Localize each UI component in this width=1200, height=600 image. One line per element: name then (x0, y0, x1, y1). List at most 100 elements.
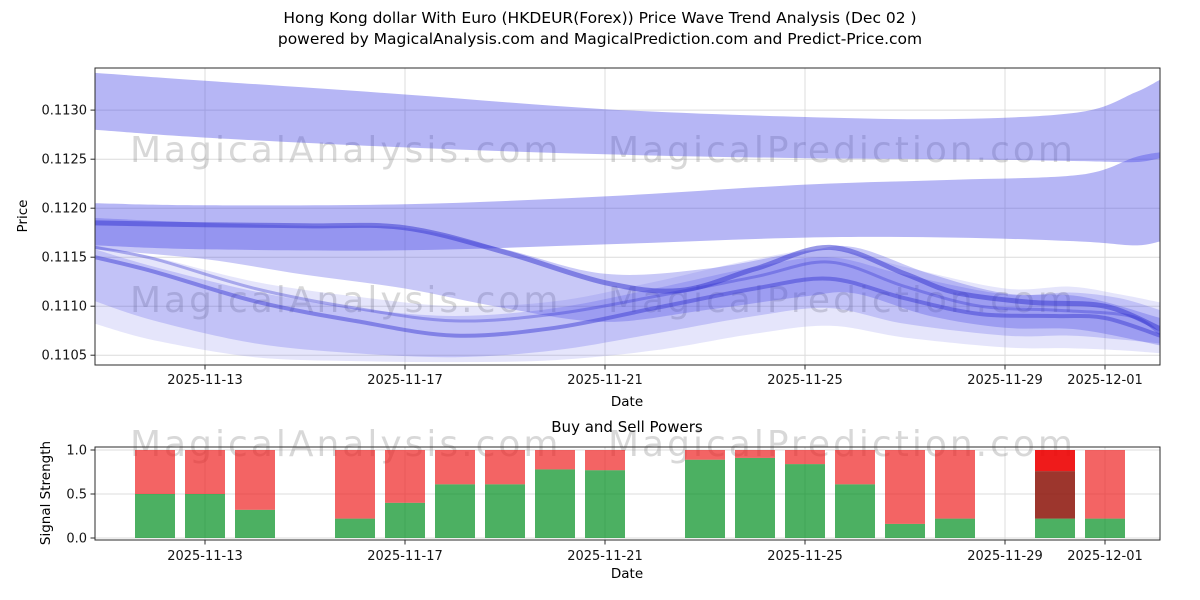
sell-segment (335, 450, 375, 519)
buy-segment (485, 484, 525, 538)
x-tick-label: 2025-11-17 (367, 373, 443, 388)
y-tick-label: 0.1130 (42, 104, 88, 119)
x-tick-label: 2025-11-21 (567, 373, 643, 388)
figure-subtitle: powered by MagicalAnalysis.com and Magic… (278, 30, 922, 48)
sell-segment (185, 450, 225, 494)
power-bars (135, 450, 1125, 538)
core-trend-lower (95, 255, 1160, 338)
buy-segment (585, 470, 625, 538)
buy-segment (935, 518, 975, 538)
price-plot-border (94, 67, 1161, 366)
bar-2025-11-23 (685, 450, 725, 538)
price-wave-bands (95, 72, 1160, 363)
buy-segment (885, 523, 925, 538)
watermark-text: MagicalAnalysis.com (130, 130, 561, 171)
buy-segment (1035, 518, 1075, 538)
sell-segment (935, 450, 975, 519)
y-tick-label: 1.0 (66, 444, 87, 459)
bar-2025-11-12 (135, 450, 175, 538)
power-axis: 2025-11-13 2025-11-17 2025-11-21 2025-11-25… (66, 444, 1142, 565)
sell-segment (1085, 450, 1125, 519)
sell-segment (585, 450, 625, 471)
sell-segment (385, 450, 425, 503)
bar-2025-11-25 (785, 450, 825, 538)
x-tick-label: 2025-11-17 (367, 549, 443, 564)
y-tick-label: 0.1125 (42, 153, 88, 168)
x-tick-label: 2025-11-29 (967, 373, 1043, 388)
sell-segment (235, 450, 275, 510)
buy-segment (835, 484, 875, 538)
y-tick-label: 0.0 (66, 532, 87, 547)
bar-2025-11-21 (585, 450, 625, 538)
lower-wave-band-core (95, 218, 1160, 346)
watermark-text: MagicalAnalysis.com (130, 280, 561, 321)
buy-segment (735, 457, 775, 538)
price-chart: MagicalAnalysis.com MagicalPrediction.com… (15, 67, 1161, 410)
sell-segment (785, 450, 825, 465)
price-yaxis-label: Price (15, 200, 31, 233)
sell-segment (885, 450, 925, 524)
buy-segment (385, 502, 425, 538)
bar-2025-11-20 (535, 450, 575, 538)
buy-segment (785, 464, 825, 538)
price-trend-lines (95, 220, 1160, 338)
sell-segment (485, 450, 525, 485)
power-xaxis-label: Date (611, 566, 643, 582)
bar-2025-12-01 (1085, 450, 1125, 538)
buy-segment (335, 518, 375, 538)
figure-title: Hong Kong dollar With Euro (HKDEUR(Forex… (283, 9, 916, 27)
bar-2025-11-30 (1035, 450, 1075, 538)
y-tick-label: 0.5 (66, 488, 87, 503)
power-yaxis-label: Signal Strength (38, 441, 54, 545)
x-tick-label: 2025-11-25 (767, 373, 843, 388)
sell-segment (735, 450, 775, 458)
buy-segment (235, 509, 275, 538)
buy-segment (1085, 518, 1125, 538)
buy-segment (685, 459, 725, 538)
sell-segment (535, 450, 575, 470)
bar-2025-11-17 (385, 450, 425, 538)
price-xaxis-label: Date (611, 394, 643, 410)
dark-segment (1035, 471, 1075, 519)
buy-segment (535, 469, 575, 538)
y-tick-label: 0.1115 (42, 251, 88, 266)
bar-2025-11-26 (835, 450, 875, 538)
bar-2025-11-16 (335, 450, 375, 538)
x-tick-label: 2025-12-01 (1067, 549, 1143, 564)
price-grid (95, 68, 1160, 365)
buy-segment (435, 484, 475, 538)
sell-segment (685, 450, 725, 460)
bar-2025-11-28 (935, 450, 975, 538)
bar-2025-11-24 (735, 450, 775, 538)
x-tick-label: 2025-12-01 (1067, 373, 1143, 388)
sell-segment (435, 450, 475, 485)
buy-segment (135, 494, 175, 538)
x-tick-label: 2025-11-25 (767, 549, 843, 564)
price-watermarks: MagicalAnalysis.com MagicalPrediction.com… (130, 130, 1076, 321)
y-tick-label: 0.1105 (42, 349, 88, 364)
x-tick-label: 2025-11-13 (167, 373, 243, 388)
power-chart: Buy and Sell Powers MagicalAnalysis.com M… (38, 418, 1161, 582)
sell-segment (835, 450, 875, 485)
watermark-text: MagicalPrediction.com (608, 130, 1076, 171)
price-axis: 2025-11-13 2025-11-17 2025-11-21 2025-11-25… (42, 104, 1143, 388)
x-tick-label: 2025-11-13 (167, 549, 243, 564)
sell-segment (135, 450, 175, 494)
power-chart-title: Buy and Sell Powers (551, 418, 703, 436)
bar-2025-11-19 (485, 450, 525, 538)
bar-2025-11-13 (185, 450, 225, 538)
lower-wave-band-outer (95, 245, 1160, 363)
x-tick-label: 2025-11-29 (967, 549, 1043, 564)
y-tick-label: 0.1120 (42, 202, 88, 217)
core-trend-upper (95, 220, 1160, 332)
bar-2025-11-27 (885, 450, 925, 538)
upper-wave-band (95, 72, 1160, 163)
core-trend-mid (95, 245, 1160, 336)
lower-wave-band-mid (95, 249, 1160, 358)
sell-segment (1035, 450, 1075, 472)
bar-2025-11-14 (235, 450, 275, 538)
y-tick-label: 0.1110 (42, 300, 88, 315)
x-tick-label: 2025-11-21 (567, 549, 643, 564)
